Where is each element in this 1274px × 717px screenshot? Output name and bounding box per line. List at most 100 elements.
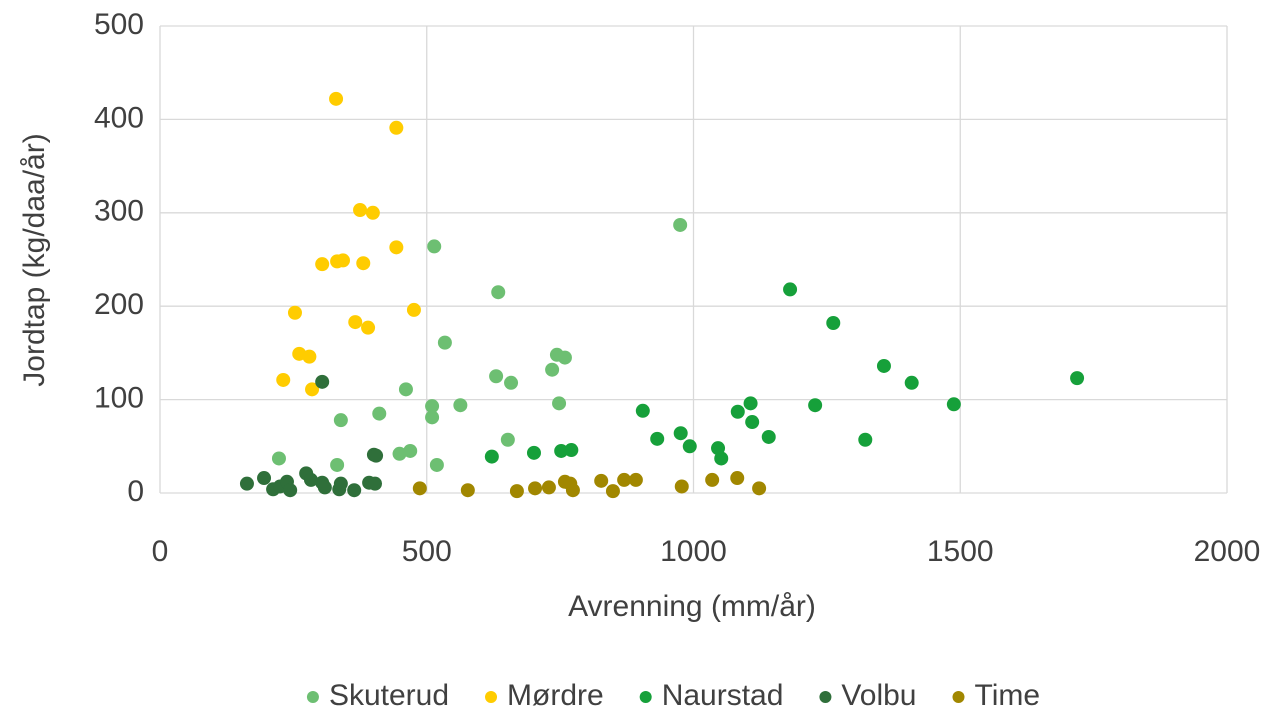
point (315, 257, 330, 272)
point (257, 471, 272, 486)
point (460, 483, 475, 498)
point (714, 451, 729, 466)
point (552, 396, 567, 411)
point (673, 426, 688, 441)
point (302, 349, 317, 364)
point (564, 443, 579, 458)
point (389, 240, 404, 255)
x-axis-label: Avrenning (mm/år) (568, 590, 816, 623)
point (745, 415, 760, 430)
y-tick-label: 200 (94, 288, 144, 321)
legend-marker (819, 691, 832, 703)
point (876, 358, 891, 373)
point (730, 404, 745, 419)
point (826, 316, 841, 331)
point (946, 397, 961, 412)
legend-label: Time (975, 679, 1041, 712)
point (682, 439, 697, 454)
point (541, 480, 556, 495)
point (389, 120, 404, 135)
y-tick-label: 500 (94, 8, 144, 41)
point (239, 476, 254, 491)
point (783, 282, 798, 297)
point (427, 239, 442, 254)
point (335, 253, 350, 268)
y-tick-label: 100 (94, 382, 144, 415)
legend-marker (639, 691, 652, 703)
point (705, 472, 720, 487)
point (808, 398, 823, 413)
point (594, 473, 609, 488)
point (617, 472, 632, 487)
point (425, 410, 440, 425)
point (605, 484, 620, 499)
point (276, 372, 291, 387)
point (353, 202, 368, 217)
point (489, 369, 504, 384)
point (528, 481, 543, 496)
point (412, 481, 427, 496)
y-tick-label: 400 (94, 101, 144, 134)
point (372, 406, 387, 421)
legend-label: Skuterud (329, 679, 449, 712)
point (526, 445, 541, 460)
point (673, 217, 688, 232)
legend-label: Volbu (841, 679, 916, 712)
point (317, 480, 332, 495)
point (491, 285, 506, 300)
legend-marker (306, 691, 319, 703)
point (557, 350, 572, 365)
legend-marker (952, 691, 965, 703)
x-tick-label: 1500 (927, 535, 994, 568)
point (369, 448, 384, 463)
point (858, 432, 873, 447)
y-tick-label: 0 (127, 475, 144, 508)
point (403, 443, 418, 458)
point (565, 483, 580, 498)
point (333, 413, 348, 428)
point (348, 315, 363, 330)
point (406, 302, 421, 317)
point (315, 374, 330, 389)
y-tick-label: 300 (94, 195, 144, 228)
point (628, 472, 643, 487)
point (356, 256, 371, 271)
point (361, 320, 376, 335)
point (271, 451, 286, 466)
point (453, 398, 468, 413)
point (674, 479, 689, 494)
x-tick-label: 0 (152, 535, 169, 568)
point (545, 362, 560, 377)
point (330, 457, 345, 472)
point (484, 449, 499, 464)
point (635, 403, 650, 418)
point (429, 457, 444, 472)
point (303, 472, 318, 487)
point (761, 429, 776, 444)
y-axis-label: Jordtap (kg/daa/år) (18, 133, 51, 386)
point (1070, 371, 1085, 386)
point (554, 443, 569, 458)
x-tick-label: 1000 (660, 535, 727, 568)
point (752, 481, 767, 496)
point (392, 446, 407, 461)
point (743, 396, 758, 411)
point (504, 375, 519, 390)
point (329, 91, 344, 106)
x-tick-label: 2000 (1194, 535, 1261, 568)
point (333, 476, 348, 491)
x-tick-label: 500 (402, 535, 452, 568)
point (347, 483, 362, 498)
point (437, 335, 452, 350)
point (425, 399, 440, 414)
point (730, 471, 745, 486)
point (287, 305, 302, 320)
point (650, 431, 665, 446)
point (368, 476, 383, 491)
point (398, 382, 413, 397)
point (365, 205, 380, 220)
legend-label: Mørdre (507, 679, 604, 712)
legend-label: Naurstad (662, 679, 784, 712)
point (283, 483, 298, 498)
